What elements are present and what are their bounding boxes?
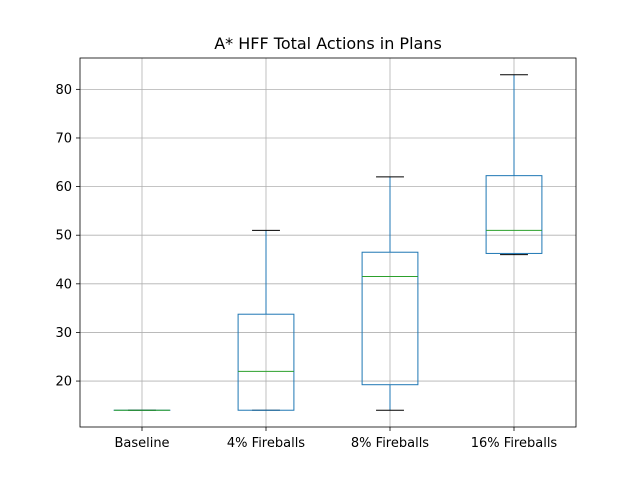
x-tick-label: 4% Fireballs [227, 436, 305, 451]
box-group [485, 74, 543, 256]
box [361, 251, 419, 386]
grid-lines [80, 58, 576, 427]
axes-frame [79, 57, 577, 428]
box-group [361, 176, 419, 411]
x-tick-label: Baseline [114, 436, 169, 451]
chart-title: A* HFF Total Actions in Plans [214, 34, 442, 53]
box-series [113, 74, 543, 411]
box [485, 175, 543, 254]
plot-frame [79, 57, 577, 428]
y-tick-label: 70 [55, 131, 72, 146]
x-tick-label: 16% Fireballs [471, 436, 558, 451]
box-group [237, 229, 295, 411]
y-tick-label: 80 [55, 83, 72, 98]
y-tick-label: 60 [55, 180, 72, 195]
y-axis: 20 30 40 50 60 70 80 [55, 83, 80, 390]
y-tick-label: 40 [55, 277, 72, 292]
x-tick-label: 8% Fireballs [351, 436, 429, 451]
x-axis: Baseline 4% Fireballs 8% Fireballs 16% Fire… [114, 427, 557, 451]
box [237, 313, 295, 411]
y-tick-label: 50 [55, 229, 72, 244]
y-tick-label: 30 [55, 326, 72, 341]
y-tick-label: 20 [55, 375, 72, 390]
